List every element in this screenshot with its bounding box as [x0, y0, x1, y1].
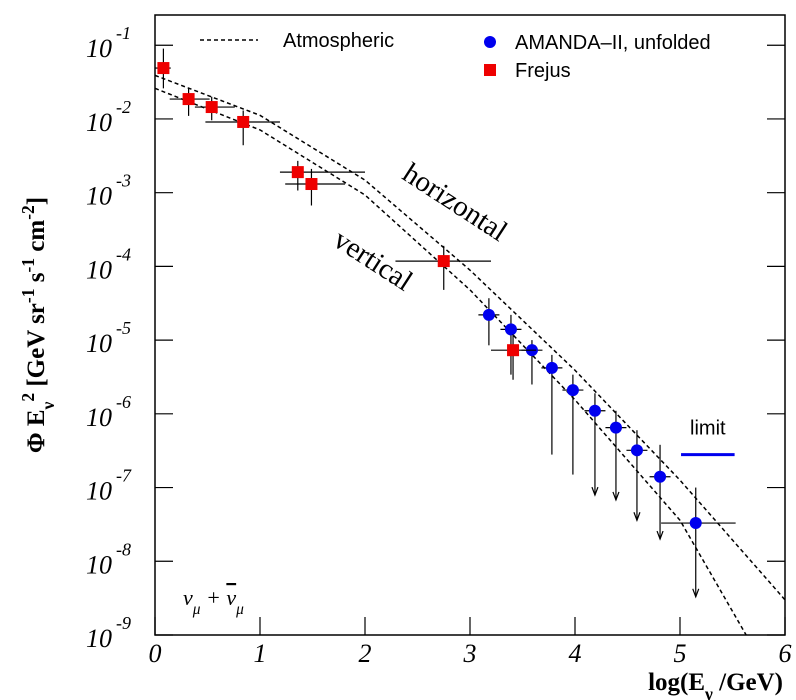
frejus-point	[182, 93, 195, 106]
text-part: μ	[235, 601, 244, 618]
atmospheric-curve	[154, 74, 786, 601]
x-tick-label: 1	[254, 639, 267, 668]
arrow-head	[692, 588, 700, 599]
x-tick-label: 0	[149, 639, 162, 668]
text-part: log(E	[648, 669, 705, 696]
text-part: cm	[23, 220, 50, 258]
amanda-point	[609, 421, 622, 434]
text-part: Φ E	[23, 409, 50, 453]
text-part: +	[201, 585, 227, 610]
atmospheric-curve	[154, 87, 747, 636]
frejus-point	[507, 344, 520, 357]
y-tick-exponent: -2	[116, 97, 131, 117]
text-part: 2	[18, 393, 38, 402]
text-part: s	[23, 272, 50, 288]
legend-swatch	[484, 64, 496, 76]
legend-label: AMANDA–II, unfolded	[515, 32, 711, 54]
y-tick-label: 10	[86, 624, 112, 653]
y-axis-label: Φ Eν2 [GeV sr-1 s-1 cm-2]	[18, 197, 58, 453]
x-tick-label: 5	[674, 639, 687, 668]
y-tick-exponent: -6	[116, 392, 131, 412]
text-part: [GeV sr	[23, 303, 50, 393]
arrow-head	[656, 530, 664, 541]
frejus-point	[437, 255, 450, 268]
y-tick-label: 10	[86, 108, 112, 137]
amanda-point	[566, 384, 579, 397]
legend-label: Frejus	[515, 60, 571, 82]
y-tick-label: 10	[86, 34, 112, 63]
legend-swatch	[484, 36, 496, 48]
y-tick-exponent: -3	[116, 171, 131, 191]
frejus-point	[157, 62, 170, 75]
arrow-head	[612, 491, 620, 502]
y-tick-label: 10	[86, 182, 112, 211]
x-tick-label: 6	[779, 639, 792, 668]
y-tick-exponent: -7	[116, 466, 132, 486]
frejus-point	[237, 115, 250, 128]
amanda-point	[504, 323, 517, 336]
text-part: -1	[18, 258, 38, 273]
text-part: μ	[192, 601, 201, 618]
text-part: ν	[226, 585, 236, 610]
text-part: -2	[18, 205, 38, 220]
text-part: ν	[704, 684, 713, 700]
y-tick-label: 10	[86, 403, 112, 432]
y-tick-exponent: -1	[116, 23, 131, 43]
legend-label: Atmospheric	[283, 30, 394, 52]
y-tick-label: 10	[86, 329, 112, 358]
y-tick-exponent: -5	[116, 318, 131, 338]
text-part: ]	[23, 197, 50, 205]
amanda-point	[689, 517, 702, 530]
text-part: ν	[38, 401, 58, 410]
frejus-point	[291, 166, 304, 179]
y-tick-label: 10	[86, 255, 112, 284]
y-tick-label: 10	[86, 550, 112, 579]
arrow-head	[591, 486, 599, 497]
y-tick-exponent: -8	[116, 539, 131, 559]
plot-frame	[154, 14, 786, 636]
y-tick-exponent: -4	[116, 244, 131, 264]
frejus-point	[305, 178, 318, 191]
amanda-point	[482, 308, 495, 321]
limit-label: limit	[690, 418, 726, 440]
text-part: /GeV)	[713, 669, 783, 696]
curve-label: horizontal	[397, 157, 513, 248]
frejus-point	[205, 101, 218, 114]
x-tick-label: 4	[569, 639, 582, 668]
amanda-point	[630, 444, 643, 457]
x-axis-label: log(Eν /GeV)	[648, 669, 783, 700]
y-tick-label: 10	[86, 477, 112, 506]
text-part: -1	[18, 289, 38, 304]
x-tick-label: 3	[463, 639, 477, 668]
text-part: ν	[183, 585, 193, 610]
y-tick-exponent: -9	[116, 613, 131, 633]
x-tick-label: 2	[359, 639, 372, 668]
amanda-point	[545, 361, 558, 374]
amanda-point	[588, 404, 601, 417]
arrow-head	[633, 512, 641, 522]
curve-label: vertical	[328, 223, 418, 297]
amanda-point	[654, 470, 667, 483]
annotation: νμ + νμ	[183, 585, 244, 618]
